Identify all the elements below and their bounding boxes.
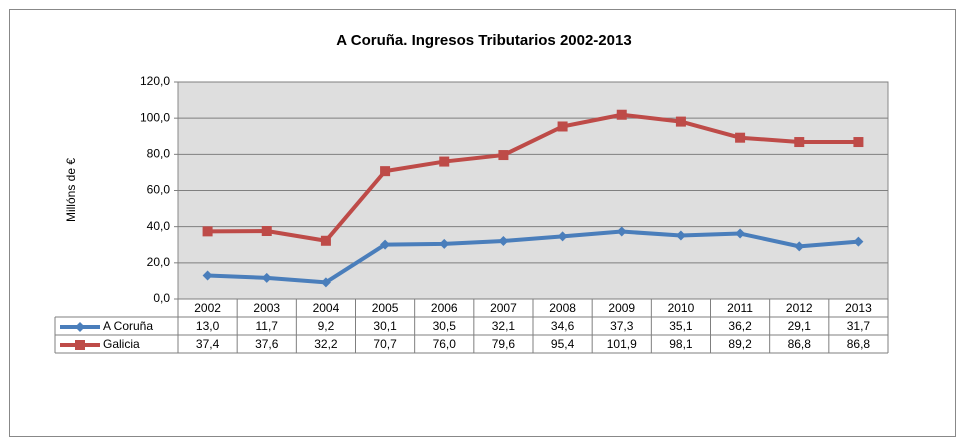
x-tick-label: 2008 — [549, 301, 576, 315]
data-label: 30,5 — [433, 319, 457, 333]
data-label: 11,7 — [256, 319, 279, 333]
y-tick-label: 40,0 — [147, 219, 171, 233]
marker — [439, 238, 450, 249]
data-label: 101,9 — [607, 337, 637, 351]
marker — [735, 132, 746, 143]
x-tick-label: 2011 — [727, 301, 753, 315]
data-label: 29,1 — [788, 319, 812, 333]
data-label: 36,2 — [728, 319, 752, 333]
data-label: 98,1 — [669, 337, 693, 351]
x-tick-label: 2003 — [253, 301, 280, 315]
data-label: 79,6 — [492, 337, 516, 351]
y-tick-label: 0,0 — [153, 291, 170, 305]
data-label: 37,3 — [610, 319, 634, 333]
series-line — [207, 229, 859, 285]
marker — [75, 340, 85, 350]
y-tick-label: 80,0 — [147, 147, 171, 161]
x-tick-label: 2012 — [786, 301, 813, 315]
chart-title: A Coruña. Ingresos Tributarios 2002-2013 — [336, 32, 631, 49]
marker — [320, 235, 331, 246]
y-tick-label: 20,0 — [147, 255, 171, 269]
marker — [675, 230, 686, 241]
marker — [794, 241, 805, 252]
data-label: 86,8 — [788, 337, 812, 351]
data-label: 32,2 — [314, 337, 338, 351]
marker — [498, 235, 509, 246]
x-tick-label: 2002 — [194, 301, 221, 315]
marker — [557, 121, 568, 132]
y-axis-label: Millóns de € — [64, 158, 78, 222]
data-label: 70,7 — [373, 337, 397, 351]
marker — [675, 116, 686, 127]
x-tick-label: 2006 — [431, 301, 458, 315]
marker — [794, 137, 805, 148]
x-tick-label: 2013 — [845, 301, 872, 315]
marker — [498, 150, 509, 161]
marker — [75, 322, 85, 332]
marker — [616, 226, 627, 237]
marker — [320, 277, 331, 288]
marker — [261, 272, 272, 283]
data-label: 31,7 — [847, 319, 871, 333]
data-label: 37,6 — [255, 337, 279, 351]
marker — [616, 109, 627, 120]
x-tick-label: 2010 — [668, 301, 695, 315]
data-label: 95,4 — [551, 337, 575, 351]
data-label: 34,6 — [551, 319, 575, 333]
marker — [380, 166, 391, 177]
marker — [261, 226, 272, 237]
marker — [439, 156, 450, 167]
marker — [380, 239, 391, 250]
x-tick-label: 2005 — [372, 301, 399, 315]
data-label: 37,4 — [196, 337, 220, 351]
series-line — [207, 112, 859, 243]
data-label: 9,2 — [318, 319, 335, 333]
x-tick-label: 2007 — [490, 301, 517, 315]
data-label: 35,1 — [669, 319, 693, 333]
data-label: 86,8 — [847, 337, 871, 351]
marker — [735, 228, 746, 239]
marker — [853, 137, 864, 148]
y-tick-label: 100,0 — [140, 110, 170, 124]
marker — [202, 226, 213, 237]
x-tick-label: 2004 — [313, 301, 340, 315]
data-label: 13,0 — [196, 319, 220, 333]
marker — [557, 231, 568, 242]
y-tick-label: 120,0 — [140, 74, 170, 88]
legend-label: Galicia — [103, 337, 140, 351]
x-tick-label: 2009 — [608, 301, 635, 315]
marker — [853, 236, 864, 247]
data-label: 32,1 — [492, 319, 516, 333]
data-label: 76,0 — [433, 337, 457, 351]
y-tick-label: 60,0 — [147, 183, 171, 197]
marker — [202, 270, 213, 281]
data-label: 89,2 — [728, 337, 752, 351]
data-label: 30,1 — [373, 319, 397, 333]
legend-label: A Coruña — [103, 319, 153, 333]
